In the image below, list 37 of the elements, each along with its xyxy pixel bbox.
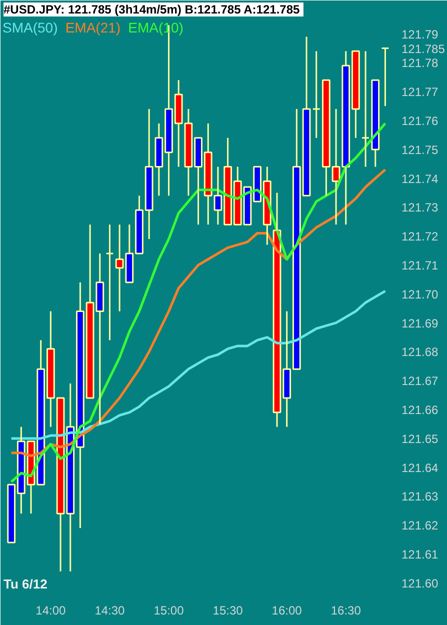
- y-tick-label: 121.62: [402, 518, 439, 533]
- line-series: [10, 168, 386, 458]
- x-tick-label: 14:30: [94, 604, 126, 618]
- y-tick-label: 121.68: [402, 345, 439, 360]
- y-tick-label: 121.67: [402, 374, 439, 388]
- y-tick-label: 121.72: [402, 230, 439, 244]
- y-tick-label: 121.60: [402, 576, 439, 590]
- x-tick-label: 15:30: [212, 604, 244, 618]
- candlestick: [106, 224, 114, 341]
- y-tick-label: 121.71: [402, 258, 439, 273]
- y-tick-label: 121.66: [402, 403, 439, 418]
- x-tick-label: 14:00: [36, 604, 66, 618]
- y-tick-label: 121.69: [402, 316, 439, 330]
- y-tick-label: 121.70: [402, 287, 439, 302]
- y-tick-label: 121.75: [402, 142, 439, 157]
- y-tick-label: 121.65: [402, 432, 439, 446]
- y-tick-label: 121.73: [402, 200, 439, 215]
- y-tick-label: 121.64: [402, 460, 439, 475]
- line-series: [10, 290, 386, 440]
- candlestick: [361, 50, 370, 168]
- annotation: Tu 6/12: [4, 576, 48, 592]
- y-tick-label: 121.78: [402, 56, 439, 70]
- y-tick-label: 121.77: [402, 85, 439, 100]
- y-tick-label: 121.785: [402, 42, 446, 56]
- y-tick-label: 121.74: [402, 172, 439, 186]
- y-tick-label: 121.79: [402, 27, 439, 42]
- y-tick-label: 121.61: [402, 548, 439, 562]
- x-tick-label: 16:30: [330, 604, 362, 618]
- chart-title: #USD.JPY: 121.785 (3h14m/5m) B:121.785 A:121.785: [4, 2, 300, 16]
- text: EMA(21): [65, 20, 121, 36]
- y-tick-label: 121.63: [402, 490, 439, 504]
- x-tick-label: 15:00: [154, 604, 184, 618]
- y-tick-label: 121.76: [402, 114, 439, 128]
- text: SMA(50): [2, 20, 58, 36]
- x-tick-label: 16:00: [272, 604, 302, 618]
- line-series: [10, 122, 386, 484]
- candlestick: [312, 50, 321, 139]
